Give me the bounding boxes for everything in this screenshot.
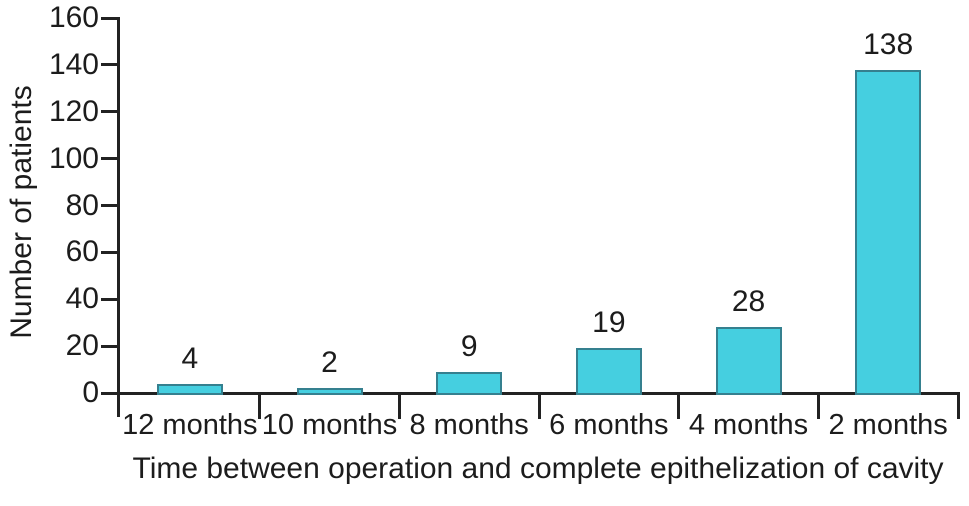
y-tick (101, 16, 117, 20)
bar (436, 371, 503, 395)
x-tick (816, 395, 820, 419)
y-tick (101, 391, 117, 395)
y-tick (101, 297, 117, 301)
bar-value-label: 138 (863, 27, 914, 61)
x-tick-label: 12 months (122, 409, 258, 441)
x-tick (258, 395, 262, 419)
y-tick-label: 60 (65, 235, 99, 269)
y-tick (101, 110, 117, 114)
bar (156, 383, 223, 395)
x-tick (537, 395, 541, 419)
bar-value-label: 9 (460, 329, 478, 363)
bar-value-label: 28 (731, 285, 766, 319)
bar-value-label: 2 (321, 346, 338, 380)
y-tick (101, 204, 117, 207)
y-tick-label: 0 (82, 376, 99, 409)
x-tick (397, 395, 401, 419)
bar (296, 388, 363, 395)
y-axis-line (117, 17, 120, 417)
y-tick-label: 140 (48, 47, 99, 81)
x-tick (957, 395, 960, 419)
y-tick-label: 160 (48, 1, 99, 34)
y-tick-label: 100 (48, 141, 99, 175)
bar (855, 69, 922, 395)
y-tick-label: 20 (65, 329, 99, 363)
y-tick (101, 63, 117, 67)
x-tick-label: 4 months (688, 409, 809, 441)
bar (575, 348, 642, 395)
x-tick (677, 395, 681, 419)
x-tick-label: 2 months (828, 409, 948, 441)
y-tick (101, 157, 117, 161)
bar-value-label: 4 (181, 341, 199, 375)
y-tick-label: 80 (65, 188, 99, 222)
y-tick-label: 40 (65, 282, 99, 316)
x-tick-label: 10 months (261, 409, 398, 441)
x-tick-label: 8 months (409, 409, 529, 441)
y-tick (101, 250, 117, 254)
x-axis-title: Time between operation and complete epit… (132, 452, 944, 485)
x-axis-line (117, 392, 960, 395)
x-tick-label: 6 months (549, 409, 669, 441)
bar (715, 327, 782, 395)
y-tick-label: 120 (48, 94, 99, 128)
y-tick (101, 344, 117, 348)
bar-value-label: 19 (592, 306, 626, 340)
